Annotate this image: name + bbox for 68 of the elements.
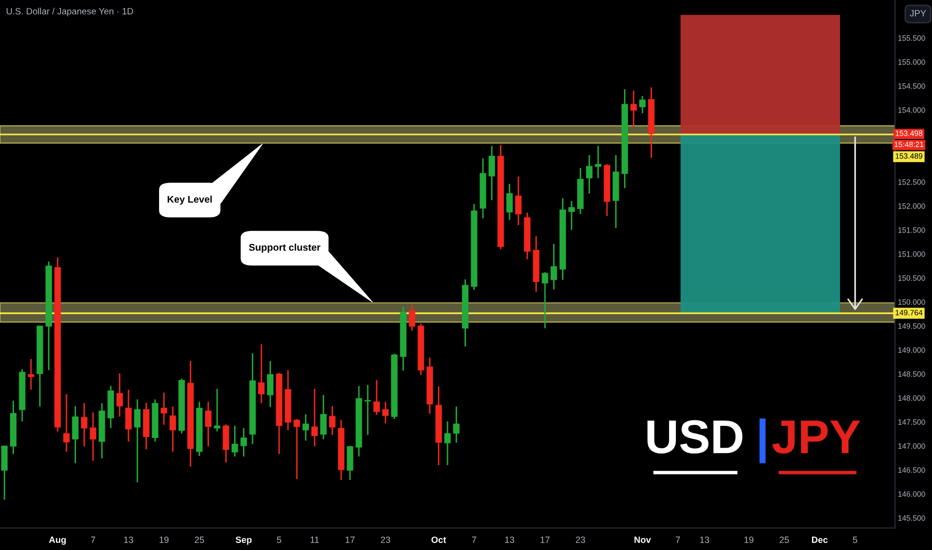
candlestick	[444, 420, 451, 466]
candlestick	[408, 303, 416, 332]
candlestick	[232, 425, 238, 458]
candlestick	[63, 393, 70, 452]
candlestick	[506, 183, 513, 221]
candlestick	[214, 388, 220, 432]
x-tick-label: Nov	[634, 536, 651, 543]
candlestick	[586, 154, 593, 194]
candlestick	[80, 402, 88, 448]
candlestick	[382, 401, 389, 424]
x-tick-label: 11	[310, 536, 319, 543]
candlestick	[320, 394, 327, 440]
candlestick	[346, 445, 354, 481]
x-tick-label: 7	[676, 536, 680, 543]
x-tick-label: 5	[852, 536, 858, 543]
candlestick	[515, 176, 522, 226]
candlestick	[364, 384, 371, 436]
candlestick	[160, 392, 168, 426]
candlestick	[258, 343, 265, 404]
candlestick	[222, 424, 230, 464]
candlestick	[170, 406, 176, 452]
candlestick	[240, 427, 247, 458]
candlestick	[488, 145, 496, 201]
annotation: |	[760, 418, 766, 464]
candlestick	[630, 90, 637, 128]
candlestick	[639, 95, 646, 114]
text: U.S. Dollar / Japanese Yen · 1D	[6, 8, 134, 16]
candlestick	[90, 412, 96, 462]
annotation: Key Level	[168, 196, 212, 205]
candlestick	[311, 388, 318, 448]
x-tick-label: 19	[744, 536, 754, 543]
candlestick	[116, 372, 123, 418]
x-tick-label: 25	[194, 536, 204, 543]
candlestick	[72, 405, 79, 464]
candlestick	[453, 406, 460, 444]
x-tick-label: 19	[160, 536, 169, 543]
candlestick	[594, 145, 602, 179]
candlestick	[28, 358, 34, 390]
annotation: JPY	[772, 420, 860, 454]
x-tick-label: Oct	[431, 536, 446, 543]
x-tick-label: 7	[90, 536, 96, 543]
candlestick	[205, 401, 212, 448]
candlestick	[542, 271, 548, 330]
x-tick-label: 13	[124, 536, 134, 543]
x-tick-label: Dec	[812, 536, 828, 543]
x-tick-label: 13	[505, 536, 514, 543]
candlestick	[329, 405, 336, 436]
x-tick-label: 17	[540, 536, 550, 543]
text: JPY	[910, 10, 926, 16]
candlestick	[302, 414, 309, 442]
x-tick-label: 23	[576, 536, 586, 543]
annotation: USD	[648, 420, 742, 454]
candlestick	[267, 360, 274, 408]
candlestick	[294, 418, 300, 480]
x-tick-label: 25	[780, 536, 789, 543]
x-tick-label: Sep	[236, 536, 252, 545]
candlestick	[125, 389, 132, 442]
annotation: Support cluster	[248, 244, 320, 253]
x-tick-label: 17	[346, 536, 355, 543]
x-tick-label: Aug	[49, 536, 66, 545]
x-tick-label: 23	[380, 536, 390, 543]
x-tick-label: 5	[276, 536, 282, 543]
x-tick-label: 7	[472, 536, 476, 543]
candlestick	[373, 379, 380, 416]
candlestick	[134, 398, 141, 484]
candlestick	[550, 243, 558, 290]
x-tick-label: 13	[700, 536, 710, 543]
candlestick	[568, 200, 575, 231]
